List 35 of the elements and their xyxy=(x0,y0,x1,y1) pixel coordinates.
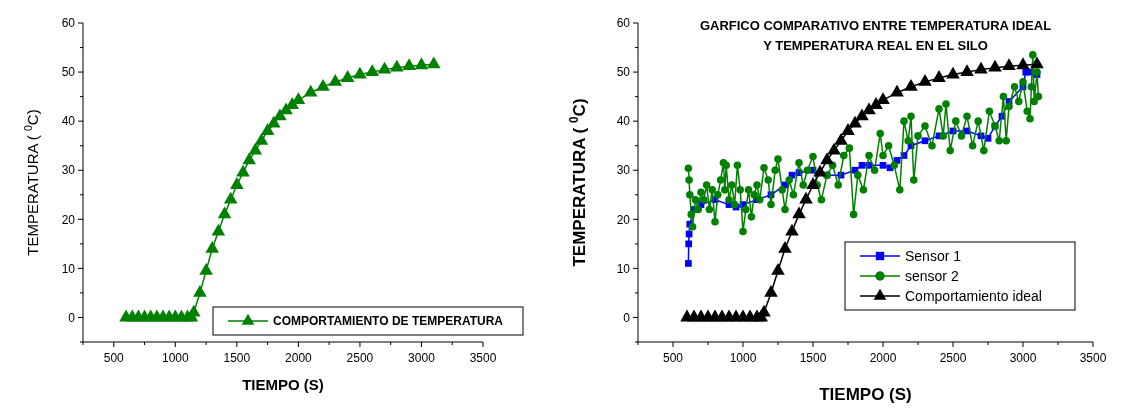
y-tick-label: 0 xyxy=(623,310,631,325)
x-tick-label: 3500 xyxy=(1079,351,1107,365)
legend-label: sensor 2 xyxy=(905,267,959,284)
y-tick-label: 0 xyxy=(68,310,76,325)
legend-label: Comportamiento ideal xyxy=(905,287,1042,304)
x-tick-label: 3000 xyxy=(1009,351,1037,365)
y-tick-label: 40 xyxy=(61,114,76,129)
x-tick-label: 3500 xyxy=(469,351,497,365)
x-axis-title: TIEMPO (S) xyxy=(819,385,912,404)
x-tick-label: 500 xyxy=(662,351,684,365)
y-tick-label: 30 xyxy=(616,163,631,178)
y-tick-label: 40 xyxy=(616,114,631,129)
x-tick-label: 1500 xyxy=(799,351,827,365)
x-tick-label: 2000 xyxy=(869,351,897,365)
y-tick-label: 10 xyxy=(61,261,76,276)
y-tick-label: 10 xyxy=(616,261,631,276)
legend-label: Sensor 1 xyxy=(905,247,962,264)
x-tick-label: 3000 xyxy=(408,351,436,365)
y-tick-label: 60 xyxy=(61,16,76,31)
y-tick-label: 20 xyxy=(61,212,76,227)
y-tick-label: 60 xyxy=(616,16,631,31)
y-tick-label: 50 xyxy=(616,65,631,80)
x-tick-label: 1000 xyxy=(729,351,757,365)
y-tick-label: 50 xyxy=(61,65,76,80)
legend-label: COMPORTAMIENTO DE TEMPERATURA xyxy=(273,314,504,329)
x-axis-title: TIEMPO (S) xyxy=(242,376,324,393)
y-tick-label: 20 xyxy=(616,212,631,227)
x-tick-label: 2000 xyxy=(285,351,313,365)
chart-title: GARFICO COMPARATIVO ENTRE TEMPERATURA IDEAL Y TEMPERATURA REAL EN EL SILO xyxy=(699,18,1052,53)
x-tick-label: 2500 xyxy=(939,351,967,365)
x-tick-label: 2500 xyxy=(346,351,374,365)
x-tick-label: 1500 xyxy=(223,351,251,365)
y-tick-label: 30 xyxy=(61,163,76,178)
x-tick-label: 500 xyxy=(103,351,125,365)
x-tick-label: 1000 xyxy=(161,351,189,365)
